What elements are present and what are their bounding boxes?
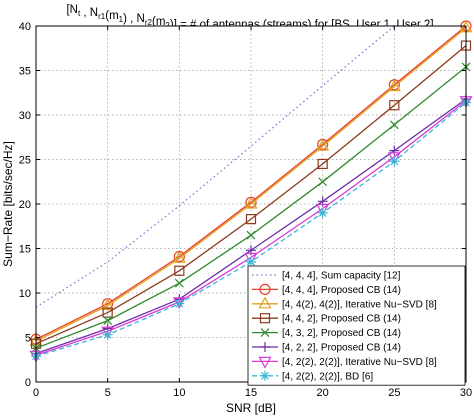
legend-label: [4, 3, 2], Proposed CB (14) — [282, 328, 401, 339]
y-tick-label: 20 — [19, 199, 31, 211]
x-tick-label: 20 — [317, 387, 329, 399]
data-point — [387, 79, 401, 92]
legend-marker — [259, 283, 271, 295]
legend-label: [4, 4, 4], Proposed CB (14) — [282, 285, 401, 296]
axis-ticks: 0 5 10 15 20 25 30 0 5 10 15 20 25 30 35 40 — [19, 21, 472, 399]
x-tick-label: 25 — [388, 387, 400, 399]
legend-marker — [259, 313, 271, 324]
y-tick-label: 30 — [19, 110, 31, 122]
legend-label: [4, 2(2), 2(2)], Iterative Nu−SVD [8] — [282, 357, 437, 368]
series-line — [35, 25, 467, 340]
data-point — [389, 120, 399, 130]
legend-item: [4, 2(2), 2(2)], Iterative Nu−SVD [8] — [252, 356, 437, 369]
series-line — [35, 45, 467, 345]
y-axis-label: Sum−Rate [bits/sec/Hz] — [1, 141, 15, 267]
data-point — [389, 145, 400, 156]
series-line — [35, 25, 395, 308]
x-tick-label: 5 — [105, 387, 111, 399]
legend-marker — [258, 356, 272, 369]
data-point — [102, 329, 113, 340]
legend-box — [247, 265, 466, 386]
data-point — [102, 307, 113, 318]
legend-item: [4, 3, 2], Proposed CB (14) — [252, 328, 401, 339]
y-tick-label: 40 — [19, 21, 31, 33]
y-tick-label: 10 — [19, 288, 31, 300]
legend-label: [4, 4(2), 4(2)], Iterative Nu−SVD [8] — [282, 299, 437, 310]
data-point — [172, 251, 186, 263]
x-axis-label: SNR [dB] — [226, 401, 276, 415]
legend-item: [4, 2(2), 2(2)], BD [6] — [252, 370, 373, 382]
data-point — [174, 278, 184, 288]
legend-label: [4, 2, 2], Proposed CB (14) — [282, 343, 401, 354]
data-point — [246, 256, 256, 267]
data-point — [174, 298, 185, 309]
legend-marker — [260, 342, 270, 352]
y-tick-label: 25 — [19, 155, 31, 167]
data-point — [389, 156, 400, 167]
series-line — [35, 27, 467, 342]
data-point — [389, 100, 400, 111]
y-tick-label: 0 — [25, 377, 31, 389]
legend-item: [4, 4(2), 4(2)], Iterative Nu−SVD [8] — [252, 296, 437, 310]
legend-marker — [258, 296, 272, 309]
legend-marker — [260, 328, 270, 338]
x-tick-label: 15 — [245, 387, 257, 399]
series-1 — [35, 25, 395, 308]
data-point — [316, 138, 330, 151]
y-tick-label: 35 — [19, 66, 31, 78]
data-point — [103, 316, 113, 326]
x-tick-label: 30 — [460, 387, 472, 399]
y-tick-label: 15 — [19, 244, 31, 256]
y-tick-label: 5 — [25, 333, 31, 345]
legend-item: [4, 4, 4], Proposed CB (14) — [252, 283, 401, 296]
legend-label: [4, 4, 2], Proposed CB (14) — [282, 314, 401, 325]
data-point — [245, 214, 257, 225]
data-point — [246, 230, 256, 240]
x-tick-label: 10 — [173, 387, 185, 399]
x-tick-label: 0 — [33, 387, 39, 399]
data-point — [174, 265, 185, 276]
series-layer — [29, 20, 473, 363]
legend-marker — [260, 370, 270, 381]
legend-label: [4, 2(2), 2(2)], BD [6] — [282, 371, 373, 382]
legend-item: [4, 4, 4], Sum capacity [12] — [252, 271, 401, 282]
data-point — [244, 196, 258, 209]
legend-item: [4, 4, 2], Proposed CB (14) — [252, 313, 401, 325]
data-point — [101, 298, 115, 311]
legend-label: [4, 4, 4], Sum capacity [12] — [282, 271, 401, 282]
legend-item: [4, 2, 2], Proposed CB (14) — [252, 342, 401, 354]
data-point — [317, 158, 328, 170]
series-3 — [29, 20, 473, 346]
data-point — [318, 177, 328, 187]
data-point — [172, 297, 186, 310]
data-point — [317, 207, 328, 218]
legend: [4, 4, 4], Sum capacity [12] [4, 4, 4], P… — [247, 265, 466, 386]
